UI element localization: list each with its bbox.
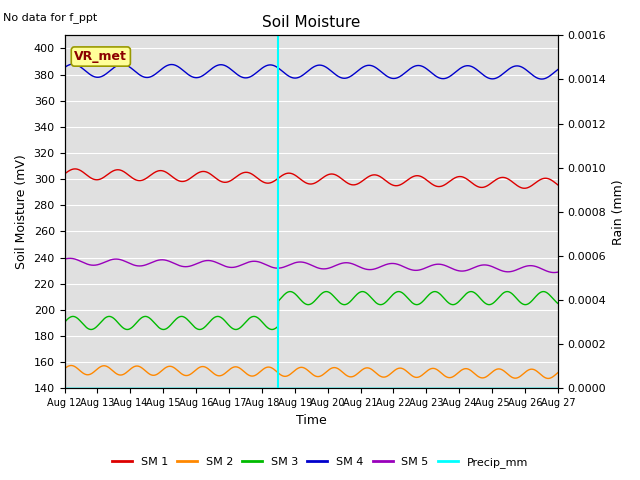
Y-axis label: Rain (mm): Rain (mm) [612, 179, 625, 245]
Text: VR_met: VR_met [74, 50, 127, 63]
Y-axis label: Soil Moisture (mV): Soil Moisture (mV) [15, 155, 28, 269]
Legend: SM 1, SM 2, SM 3, SM 4, SM 5, Precip_mm: SM 1, SM 2, SM 3, SM 4, SM 5, Precip_mm [108, 452, 532, 472]
Text: No data for f_ppt: No data for f_ppt [3, 12, 97, 23]
X-axis label: Time: Time [296, 414, 326, 427]
Title: Soil Moisture: Soil Moisture [262, 15, 360, 30]
